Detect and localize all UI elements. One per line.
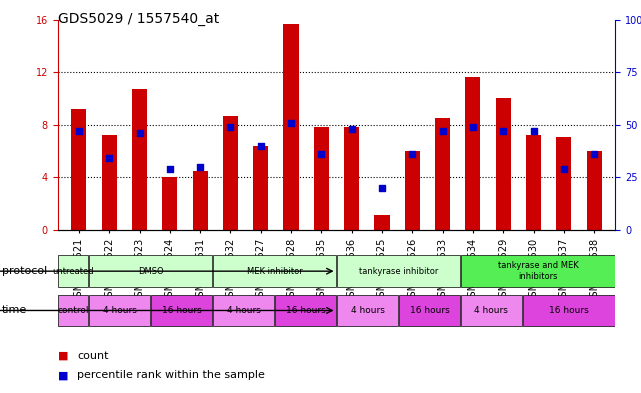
Bar: [526, 135, 541, 230]
Text: MEK inhibitor: MEK inhibitor: [247, 267, 303, 275]
FancyBboxPatch shape: [275, 295, 336, 326]
Text: protocol: protocol: [2, 266, 47, 276]
Text: GDS5029 / 1557540_at: GDS5029 / 1557540_at: [58, 12, 219, 26]
FancyBboxPatch shape: [58, 255, 88, 287]
Text: 4 hours: 4 hours: [227, 306, 260, 315]
Text: time: time: [2, 305, 27, 316]
Point: [104, 155, 114, 162]
Point: [407, 151, 417, 157]
FancyBboxPatch shape: [523, 295, 615, 326]
Text: untreated: untreated: [53, 267, 94, 275]
Text: tankyrase inhibitor: tankyrase inhibitor: [359, 267, 438, 275]
FancyBboxPatch shape: [151, 295, 212, 326]
Text: control: control: [58, 306, 89, 315]
Point: [559, 166, 569, 172]
FancyBboxPatch shape: [337, 255, 460, 287]
Bar: [283, 24, 299, 230]
Text: 16 hours: 16 hours: [549, 306, 589, 315]
Text: ■: ■: [58, 370, 68, 380]
Point: [589, 151, 599, 157]
Point: [74, 128, 84, 134]
Text: count: count: [77, 351, 108, 361]
Text: 16 hours: 16 hours: [286, 306, 326, 315]
Text: DMSO: DMSO: [138, 267, 163, 275]
Bar: [344, 127, 359, 230]
Point: [135, 130, 145, 136]
Point: [528, 128, 538, 134]
Point: [468, 124, 478, 130]
Bar: [162, 177, 178, 230]
Bar: [374, 215, 390, 230]
Text: 4 hours: 4 hours: [351, 306, 385, 315]
Text: ■: ■: [58, 351, 68, 361]
FancyBboxPatch shape: [399, 295, 460, 326]
Point: [498, 128, 508, 134]
FancyBboxPatch shape: [89, 295, 150, 326]
Bar: [404, 151, 420, 230]
Point: [377, 185, 387, 191]
Text: 4 hours: 4 hours: [474, 306, 508, 315]
Bar: [102, 135, 117, 230]
Point: [316, 151, 326, 157]
Point: [165, 166, 175, 172]
Point: [347, 126, 357, 132]
FancyBboxPatch shape: [89, 255, 212, 287]
FancyBboxPatch shape: [461, 255, 615, 287]
Bar: [223, 116, 238, 230]
Text: 16 hours: 16 hours: [410, 306, 449, 315]
Point: [226, 124, 236, 130]
Bar: [314, 127, 329, 230]
FancyBboxPatch shape: [213, 295, 274, 326]
FancyBboxPatch shape: [461, 295, 522, 326]
Bar: [253, 146, 269, 230]
Bar: [435, 118, 450, 230]
Text: tankyrase and MEK
inhibitors: tankyrase and MEK inhibitors: [497, 261, 578, 281]
Text: percentile rank within the sample: percentile rank within the sample: [77, 370, 265, 380]
Bar: [556, 137, 571, 230]
Bar: [495, 99, 511, 230]
Text: 4 hours: 4 hours: [103, 306, 137, 315]
Point: [437, 128, 447, 134]
Bar: [132, 89, 147, 230]
Bar: [192, 171, 208, 230]
Text: 16 hours: 16 hours: [162, 306, 201, 315]
Point: [195, 163, 205, 170]
Point: [256, 143, 266, 149]
FancyBboxPatch shape: [337, 295, 398, 326]
FancyBboxPatch shape: [213, 255, 336, 287]
Point: [286, 119, 296, 126]
Bar: [587, 151, 602, 230]
Bar: [465, 77, 481, 230]
FancyBboxPatch shape: [58, 295, 88, 326]
Bar: [71, 109, 87, 230]
